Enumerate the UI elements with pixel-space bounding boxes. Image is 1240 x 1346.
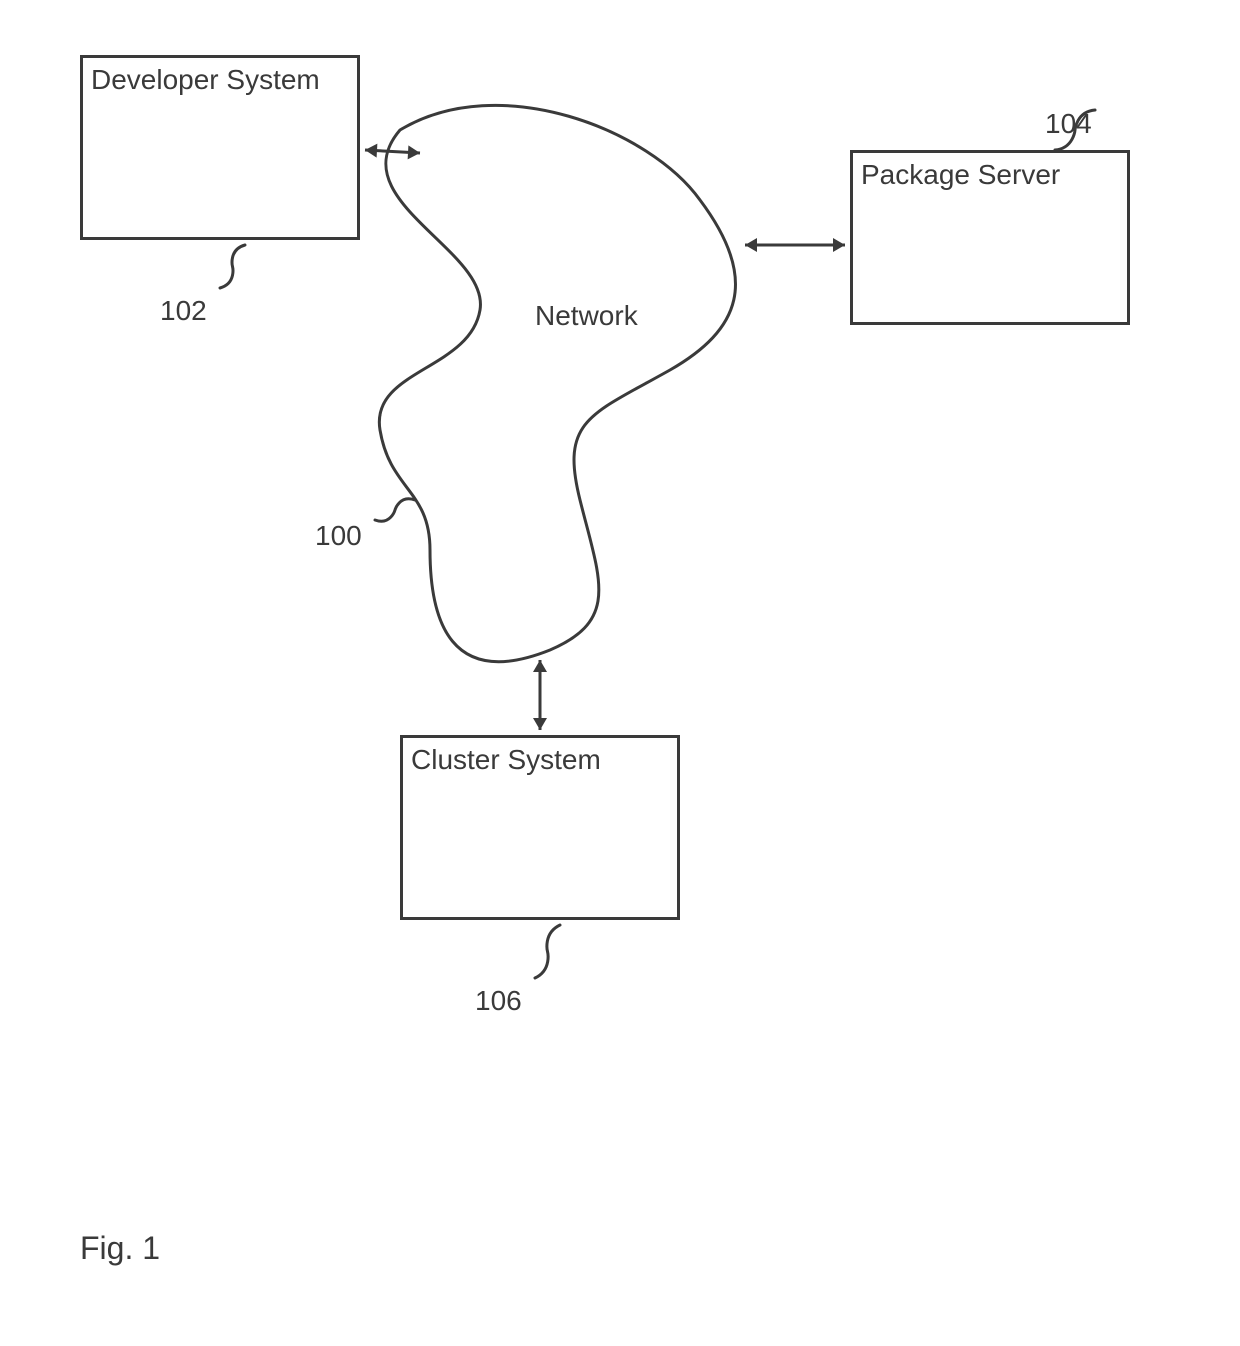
ref-100-leader xyxy=(375,499,415,522)
ref-106-leader xyxy=(535,925,560,978)
package-server-box: Package Server xyxy=(850,150,1130,325)
cluster-system-box: Cluster System xyxy=(400,735,680,920)
developer-system-box: Developer System xyxy=(80,55,360,240)
pkg-to-network xyxy=(745,238,845,252)
ref-102-label: 102 xyxy=(160,295,207,327)
diagram-canvas: Developer System Package Server Cluster … xyxy=(0,0,1240,1346)
cluster-system-label: Cluster System xyxy=(411,744,601,775)
cluster-to-network xyxy=(533,660,547,730)
ref-104-label: 104 xyxy=(1045,108,1092,140)
ref-100-label: 100 xyxy=(315,520,362,552)
developer-system-label: Developer System xyxy=(91,64,320,95)
ref-106-label: 106 xyxy=(475,985,522,1017)
network-cloud xyxy=(379,105,735,661)
ref-102-leader xyxy=(220,245,245,288)
figure-label: Fig. 1 xyxy=(80,1230,160,1267)
dev-to-network xyxy=(365,144,420,160)
network-label: Network xyxy=(535,300,638,332)
package-server-label: Package Server xyxy=(861,159,1060,190)
